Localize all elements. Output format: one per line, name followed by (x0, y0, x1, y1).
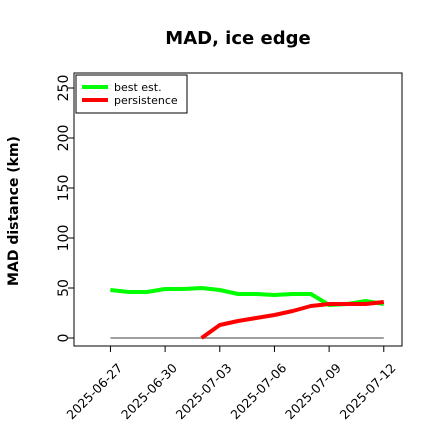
legend-label-best-est: best est. (114, 81, 162, 94)
plot-area (73, 72, 403, 347)
y-tick-label: 150 (56, 175, 72, 202)
x-tick-label: 2025-06-27 (63, 360, 125, 422)
legend-label-persistence: persistence (114, 94, 178, 107)
y-tick-label: 100 (56, 225, 72, 252)
y-tick-label: 250 (56, 75, 72, 102)
x-tick-label: 2025-07-03 (173, 360, 235, 422)
y-tick-label: 50 (56, 279, 72, 297)
legend-box (75, 74, 188, 114)
x-tick-label: 2025-07-06 (227, 360, 289, 422)
x-tick-label: 2025-07-09 (282, 360, 344, 422)
legend: best est. persistence (75, 74, 188, 114)
y-axis-label: MAD distance (km) (6, 136, 22, 286)
x-tick-label: 2025-07-12 (337, 360, 399, 422)
series-line-persistence (200, 300, 385, 340)
y-tick-label: 200 (56, 125, 72, 152)
axis-layer: 0501001502002502025-06-272025-06-302025-… (56, 75, 399, 423)
y-tick-label: 0 (56, 334, 72, 343)
series-layer (110, 286, 385, 340)
chart-title: MAD, ice edge (165, 28, 310, 49)
x-tick-label: 2025-06-30 (118, 360, 180, 422)
